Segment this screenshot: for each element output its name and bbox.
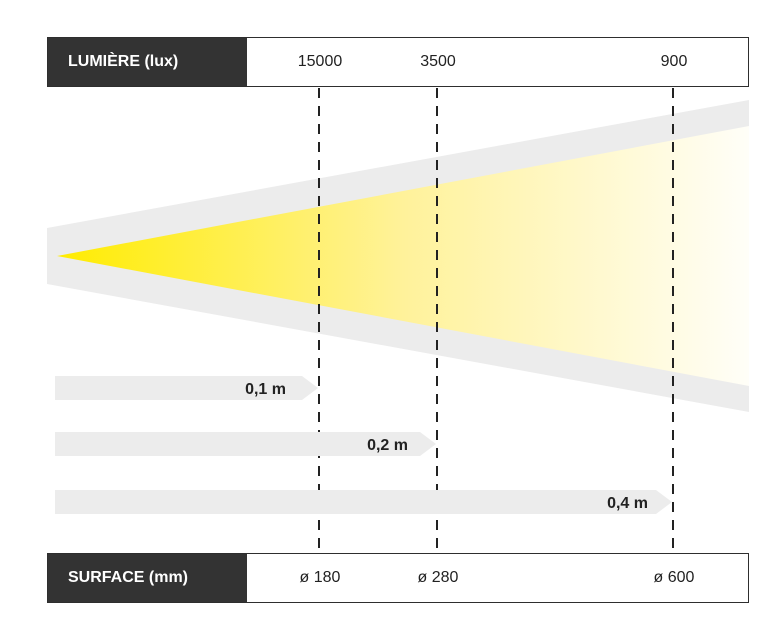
surface-header-bar: SURFACE (mm) ø 180 ø 280 ø 600 [47,553,749,603]
distance-label-3: 0,4 m [607,495,648,512]
lux-value-3500: 3500 [420,53,456,70]
light-cone [57,126,749,386]
lux-header-bar: LUMIÈRE (lux) 15000 3500 900 [47,37,749,87]
lux-value-900: 900 [660,53,688,70]
lux-header-label: LUMIÈRE (lux) [48,38,247,86]
surface-value-600: ø 600 [653,569,695,586]
distance-arrow-2 [55,432,436,456]
distance-arrow-3 [55,490,672,514]
lux-value-15000: 15000 [297,53,343,70]
surface-header-label: SURFACE (mm) [48,554,247,602]
distance-label-1: 0,1 m [245,381,286,398]
surface-value-280: ø 280 [417,569,459,586]
distance-arrow-1 [55,376,318,400]
surface-value-180: ø 180 [299,569,341,586]
distance-label-2: 0,2 m [367,437,408,454]
